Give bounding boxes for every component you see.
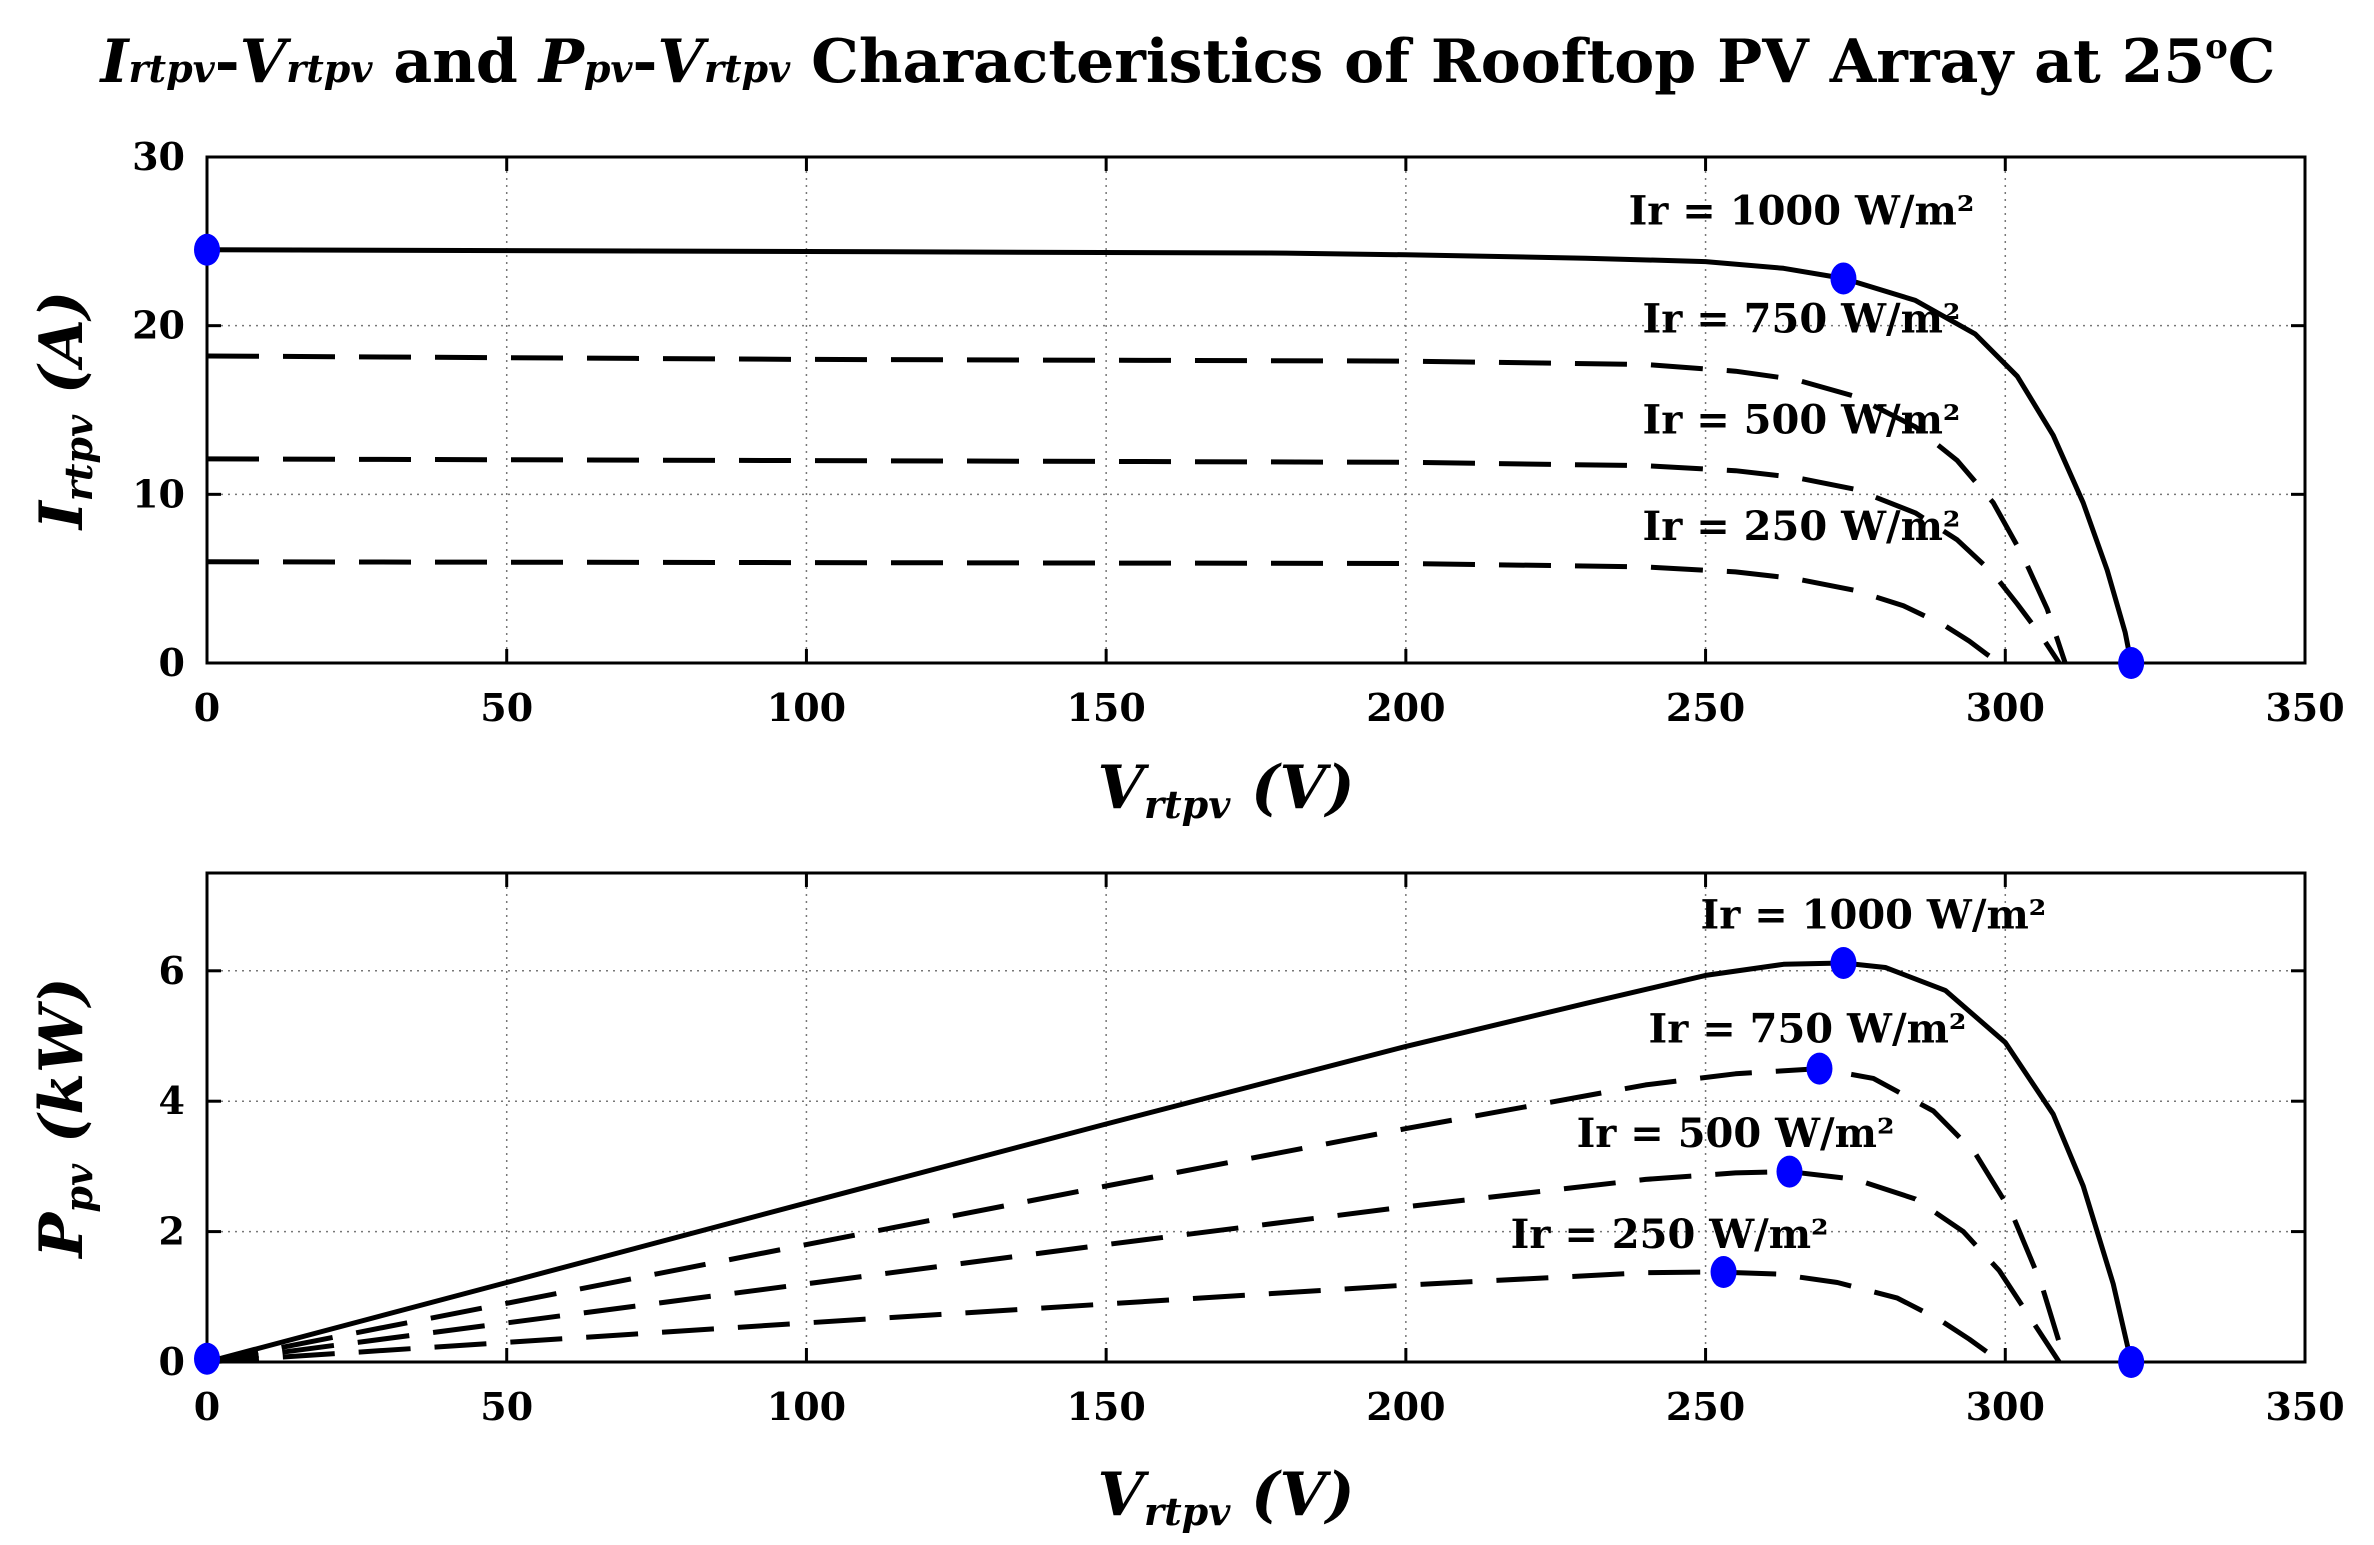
- iv-x-tick-label: 200: [1366, 685, 1445, 730]
- iv-annotation-label: Ir = 1000 W/m²: [1629, 187, 1975, 234]
- iv-chart: 0 50 100 150 200 250 300 350 0 10 20 30 Ir = 1000 W/…: [27, 134, 2345, 827]
- iv-x-tick-label: 100: [767, 685, 846, 730]
- iv-y-tick-label: 0: [159, 640, 185, 685]
- iv-x-tick-label: 350: [2265, 685, 2344, 730]
- title-i1: I: [98, 27, 130, 97]
- y-axis-label-unit: (A): [27, 291, 97, 415]
- x-axis-label-unit: (V): [1230, 753, 1354, 823]
- title-rest: Characteristics of Rooftop PV Array at 2…: [790, 27, 2205, 97]
- figure-title: Irtpv-Vrtpv and Ppv-Vrtpv Characteristic…: [98, 27, 2275, 97]
- pv-x-tick-label: 50: [480, 1384, 533, 1429]
- pv-series-line-2: [206, 1169, 2062, 1365]
- pv-marker-point: [1776, 1155, 1803, 1188]
- iv-plot-frame: [205, 155, 2307, 665]
- x-axis-label-sub: rtpv: [1144, 1489, 1231, 1534]
- pv-y-tick-label: 0: [159, 1339, 185, 1384]
- iv-x-tick-label: 250: [1666, 685, 1745, 730]
- pv-x-tick-label: 200: [1366, 1384, 1445, 1429]
- title-and: and: [372, 27, 538, 97]
- iv-y-tick-label: 30: [132, 134, 185, 179]
- pv-annotation-label: Ir = 250 W/m²: [1511, 1211, 1829, 1258]
- x-axis-label-unit: (V): [1230, 1460, 1354, 1530]
- pv-x-tick-label: 350: [2265, 1384, 2344, 1429]
- pv-y-tick-label: 4: [159, 1078, 185, 1123]
- pv-marker-point: [2118, 1346, 2145, 1378]
- iv-marker-point: [1830, 262, 1857, 295]
- pv-annotation-label: Ir = 750 W/m²: [1648, 1006, 1966, 1053]
- y-axis-label-sub: pv: [56, 1163, 101, 1213]
- iv-x-tick-label: 50: [480, 685, 533, 730]
- iv-series-line-0: [206, 247, 2134, 664]
- pv-y-tick-label: 6: [159, 948, 185, 993]
- pv-marker-point: [1830, 946, 1857, 979]
- iv-marker-point: [2118, 647, 2145, 679]
- title-s1: rtpv: [129, 46, 216, 91]
- y-axis-label-unit: (kW): [27, 977, 97, 1164]
- x-axis-label-main: V: [1097, 1460, 1149, 1530]
- title-unit: C: [2228, 27, 2276, 97]
- x-axis-label-main: V: [1097, 753, 1149, 823]
- iv-y-axis-label: Irtpv (A): [27, 291, 101, 532]
- title-i4: V: [657, 27, 709, 97]
- pv-y-axis-label: Ppv (kW): [27, 977, 101, 1259]
- iv-x-tick-label: 0: [194, 685, 220, 730]
- pv-annotation-label: Ir = 500 W/m²: [1577, 1110, 1895, 1157]
- title-d1: -: [215, 27, 240, 97]
- pv-plot-frame: [205, 871, 2307, 1364]
- pv-series-line-3: [206, 1269, 2001, 1365]
- title-i3: P: [537, 27, 586, 97]
- pv-annotation-label: Ir = 1000 W/m²: [1701, 891, 2047, 938]
- pv-series-line-0: [206, 960, 2134, 1365]
- title-d2: -: [632, 27, 657, 97]
- iv-y-tick-label: 20: [132, 303, 185, 348]
- pv-y-tick-label: 2: [159, 1209, 185, 1254]
- iv-series-line-2: [206, 456, 2062, 665]
- y-axis-label-main: I: [27, 499, 97, 531]
- iv-y-tick-label: 10: [132, 471, 185, 516]
- iv-series-line-3: [206, 559, 2001, 666]
- y-axis-label-main: P: [27, 1211, 97, 1260]
- iv-marker-point: [194, 233, 220, 266]
- pv-x-tick-label: 0: [194, 1384, 220, 1429]
- iv-x-tick-label: 150: [1066, 685, 1145, 730]
- iv-annotation-label: Ir = 750 W/m²: [1643, 295, 1961, 342]
- iv-x-tick-label: 300: [1966, 685, 2045, 730]
- pv-x-axis-label: Vrtpv (V): [1097, 1460, 1354, 1534]
- x-axis-label-sub: rtpv: [1144, 782, 1231, 827]
- y-axis-label-sub: rtpv: [56, 414, 101, 501]
- title-i2: V: [240, 27, 292, 97]
- title-s3: pv: [584, 46, 634, 91]
- pv-x-tick-label: 300: [1966, 1384, 2045, 1429]
- title-sup: o: [2205, 27, 2228, 67]
- pv-marker-point: [1806, 1052, 1833, 1085]
- pv-series-line-1: [206, 1066, 2068, 1365]
- pv-marker-point: [1710, 1256, 1737, 1289]
- iv-annotation-label: Ir = 250 W/m²: [1643, 503, 1961, 550]
- pv-chart: 0 50 100 150 200 250 300 350 0 2 4 6 Ir = 1000 W/m² I…: [27, 871, 2345, 1534]
- iv-x-axis-label: Vrtpv (V): [1097, 753, 1354, 827]
- title-s4: rtpv: [704, 46, 791, 91]
- title-s2: rtpv: [286, 46, 373, 91]
- pv-marker-point: [194, 1342, 220, 1375]
- pv-x-tick-label: 150: [1066, 1384, 1145, 1429]
- iv-annotation-label: Ir = 500 W/m²: [1643, 397, 1961, 444]
- pv-x-tick-label: 100: [767, 1384, 846, 1429]
- pv-x-tick-label: 250: [1666, 1384, 1745, 1429]
